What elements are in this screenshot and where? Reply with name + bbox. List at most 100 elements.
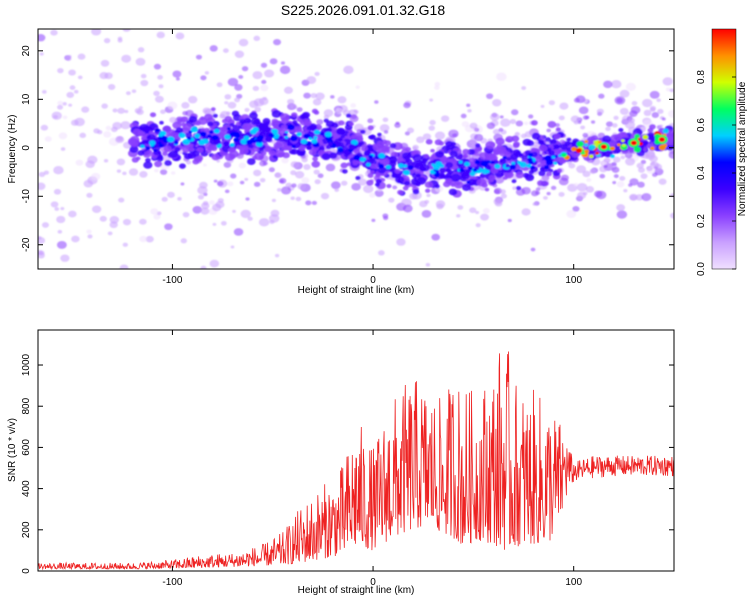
spectrogram-blob — [331, 181, 341, 190]
spectrogram-blob — [229, 154, 236, 160]
spectrogram-blob — [311, 200, 317, 206]
spectrogram-blob — [203, 127, 210, 133]
spectrogram-y-label: Frequency (Hz) — [7, 115, 18, 184]
spectrogram-blob — [172, 70, 182, 78]
spectrogram-blob — [75, 159, 84, 166]
spectrogram-blob — [625, 82, 636, 91]
spectrogram-blob — [355, 136, 363, 143]
spectrogram-blob — [448, 188, 458, 196]
spectrogram-blob — [515, 120, 524, 127]
spectrogram-blob — [511, 178, 517, 184]
spectrogram-blob — [610, 134, 620, 142]
spectrogram-blob — [276, 142, 283, 148]
spectrogram-blob — [301, 177, 310, 184]
spectrogram-blob — [244, 117, 252, 124]
colorbar-gradient — [712, 29, 736, 269]
spectrogram-blob — [157, 154, 164, 160]
spectrogram-blob — [656, 98, 661, 102]
spectrogram-blob — [122, 29, 131, 32]
spectrogram-blob — [271, 198, 276, 203]
spectrogram-blob — [484, 187, 490, 192]
spectrogram-blob — [545, 157, 550, 162]
spectrogram-blob — [138, 106, 143, 110]
spectrogram-blob — [62, 102, 67, 106]
spectrogram-blob — [526, 163, 532, 168]
spectrogram-blob — [104, 72, 113, 80]
spectrogram-blob — [338, 120, 345, 126]
spectrogram-blob — [287, 124, 295, 131]
spectrogram-blob — [305, 200, 312, 206]
spectrogram-blob — [281, 157, 289, 164]
spectrogram-blob — [479, 173, 486, 179]
spectrogram-blob — [103, 158, 109, 163]
spectrogram-blob — [224, 134, 231, 140]
spectrogram-blob — [116, 169, 122, 173]
spectrogram-blob — [576, 165, 587, 174]
spectrogram-blob — [213, 128, 220, 134]
spectrogram-blob — [388, 147, 395, 153]
spectrogram-blob — [460, 172, 470, 180]
spectrogram-blob — [371, 218, 376, 222]
spectrogram-blob — [500, 193, 507, 199]
spectrogram-blob — [628, 183, 633, 187]
spectrogram-blob — [141, 10, 145, 13]
colorbar-tick-label: 0.6 — [696, 118, 707, 132]
spectrogram-blob — [181, 102, 190, 109]
spectrogram-blob — [590, 120, 596, 124]
spectrogram-blob — [261, 79, 267, 85]
spectrogram-blob — [56, 215, 66, 224]
spectrogram-blob — [434, 131, 446, 140]
spectrogram-blob — [292, 120, 298, 125]
spectrogram-blob — [227, 181, 234, 187]
spectrogram-blob — [402, 204, 413, 213]
spectrogram-blob — [230, 173, 237, 179]
spectrogram-blob — [109, 12, 114, 16]
spectrogram-blob — [641, 98, 653, 108]
spectrogram-blob — [164, 223, 173, 231]
spectrogram-blob — [528, 152, 534, 157]
spectrogram-blob — [627, 147, 634, 152]
spectrogram-blob — [445, 161, 454, 169]
spectrogram-blob — [324, 131, 332, 138]
spectrogram-blob — [488, 174, 496, 181]
spectrogram-blob — [445, 140, 454, 148]
spectrogram-blob — [412, 144, 419, 150]
spectrogram-blob — [236, 145, 242, 150]
spectrogram-blob — [175, 127, 184, 134]
spectrogram-blob — [224, 101, 229, 105]
snr-x-ticks: -100 0 100 — [162, 330, 582, 588]
spectrogram-blob — [284, 135, 289, 139]
spectrogram-blob — [234, 84, 243, 91]
spectrogram-blob — [430, 148, 435, 153]
spectrogram-blob — [616, 97, 623, 103]
spectrogram-blob — [596, 108, 604, 115]
spectrogram-blob — [546, 191, 551, 196]
spectrogram-blob — [499, 158, 507, 164]
spectrogram-blob — [38, 236, 46, 244]
spectrogram-blob — [377, 132, 382, 137]
colorbar-tick-label: 0.8 — [696, 70, 707, 84]
spectrogram-x-tick-label: 0 — [370, 275, 376, 286]
spectrogram-blob — [367, 173, 374, 178]
spectrogram-blob — [158, 143, 164, 148]
spectrogram-blob — [180, 238, 188, 244]
spectrogram-blob — [299, 152, 305, 156]
spectrogram-blob — [264, 126, 271, 133]
spectrogram-blob — [425, 188, 431, 193]
spectrogram-blob — [512, 142, 520, 149]
spectrogram-blob — [543, 195, 548, 200]
spectrogram-blob — [112, 296, 120, 303]
spectrogram-blob — [327, 138, 334, 144]
spectrogram-blob — [585, 186, 595, 193]
spectrogram-blob — [285, 182, 293, 188]
spectrogram-blob — [588, 144, 596, 151]
spectrogram-blob — [216, 82, 223, 88]
spectrogram-blob — [83, 15, 88, 19]
spectrogram-blob — [180, 182, 185, 186]
spectrogram-blob — [429, 120, 436, 126]
spectrogram-blob — [54, 207, 60, 211]
spectrogram-blob — [623, 188, 628, 193]
spectrogram-blob — [195, 54, 203, 60]
spectrogram-blob — [649, 155, 658, 163]
spectrogram-blob — [159, 120, 164, 125]
